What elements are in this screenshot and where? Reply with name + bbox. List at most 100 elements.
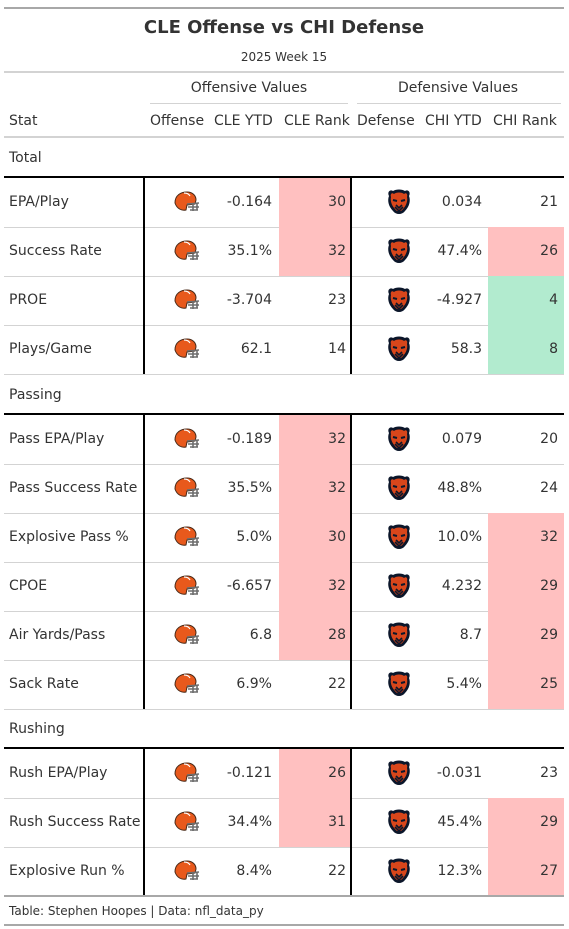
cle-ytd-value: -3.704 — [226, 292, 272, 308]
browns-helmet-icon — [174, 811, 200, 831]
table-subtitle: 2025 Week 15 — [240, 50, 328, 64]
cle-ytd-value: 35.5% — [227, 480, 272, 496]
bears-logo-icon — [388, 671, 410, 696]
bears-logo-icon — [388, 760, 410, 785]
group-divider-left — [143, 413, 145, 709]
bears-logo-icon — [388, 524, 410, 549]
chi-rank-value: 23 — [540, 765, 558, 781]
cle-rank-highlight — [279, 611, 351, 660]
defense-logo — [386, 237, 412, 269]
cle-rank-value: 26 — [328, 765, 346, 781]
chi-ytd-value: 12.3% — [437, 863, 482, 879]
stat-label: Rush Success Rate — [9, 814, 141, 830]
chi-rank-value: 24 — [540, 480, 558, 496]
group-header-total: Total — [9, 150, 42, 166]
offense-logo — [172, 476, 200, 504]
cle-rank-value: 22 — [328, 863, 346, 879]
bears-logo-icon — [388, 622, 410, 647]
cle-ytd-value: 62.1 — [240, 341, 272, 357]
stat-label: PROE — [9, 292, 48, 308]
chi-rank-value: 29 — [540, 627, 558, 643]
chi-rank-value: 27 — [540, 863, 558, 879]
stat-label: Sack Rate — [9, 676, 79, 692]
col-header-defense: Defense — [357, 113, 415, 129]
cle-ytd-value: -0.121 — [226, 765, 272, 781]
defense-logo — [386, 670, 412, 702]
chi-ytd-value: 10.0% — [437, 529, 482, 545]
table-row: Air Yards/Pass 6.8 28 8.7 29 — [4, 611, 564, 661]
chi-ytd-value: -0.031 — [436, 765, 482, 781]
defense-logo — [386, 425, 412, 457]
cle-rank-highlight — [279, 513, 351, 562]
stat-label: Rush EPA/Play — [9, 765, 108, 781]
group-divider-right — [350, 413, 352, 709]
table-row: Rush EPA/Play -0.121 26 -0.031 23 — [4, 749, 564, 799]
chi-ytd-value: 45.4% — [437, 814, 482, 830]
offense-logo — [172, 810, 200, 838]
spanner-defensive-values: Defensive Values — [397, 80, 519, 96]
col-header-cle-rank: CLE Rank — [284, 113, 350, 129]
table-row: Rush Success Rate 34.4% 31 45.4% 29 — [4, 798, 564, 848]
group-header-passing: Passing — [9, 387, 62, 403]
table-row: Sack Rate 6.9% 22 5.4% 25 — [4, 660, 564, 710]
browns-helmet-icon — [174, 428, 200, 448]
table-row: PROE -3.704 23 -4.927 4 — [4, 276, 564, 326]
bears-logo-icon — [388, 238, 410, 263]
cle-rank-value: 22 — [328, 676, 346, 692]
stat-label: Pass Success Rate — [9, 480, 138, 496]
cle-rank-value: 28 — [328, 627, 346, 643]
stat-label: Explosive Run % — [9, 863, 125, 879]
cle-rank-highlight — [279, 798, 351, 847]
chi-rank-highlight — [488, 227, 564, 276]
cle-rank-value: 32 — [328, 431, 346, 447]
spanner-offensive-values: Offensive Values — [190, 80, 308, 96]
defense-logo — [386, 335, 412, 367]
bears-logo-icon — [388, 573, 410, 598]
table-row: Success Rate 35.1% 32 47.4% 26 — [4, 227, 564, 277]
chi-rank-highlight — [488, 513, 564, 562]
offense-logo — [172, 239, 200, 267]
offense-logo — [172, 761, 200, 789]
defense-logo — [386, 759, 412, 791]
offense-logo — [172, 859, 200, 887]
chi-rank-highlight — [488, 325, 564, 374]
stat-label: CPOE — [9, 578, 48, 594]
chi-ytd-value: 48.8% — [437, 480, 482, 496]
table-row: Explosive Run % 8.4% 22 12.3% 27 — [4, 847, 564, 897]
col-header-cle-ytd: CLE YTD — [214, 113, 273, 129]
browns-helmet-icon — [174, 526, 200, 546]
top-rule — [4, 7, 564, 9]
stat-label: Explosive Pass % — [9, 529, 129, 545]
defense-logo — [386, 808, 412, 840]
bears-logo-icon — [388, 287, 410, 312]
table-row: CPOE -6.657 32 4.232 29 — [4, 562, 564, 612]
bears-logo-icon — [388, 336, 410, 361]
table-source-note: Table: Stephen Hoopes | Data: nfl_data_p… — [9, 904, 264, 918]
stat-label: EPA/Play — [9, 194, 69, 210]
browns-helmet-icon — [174, 240, 200, 260]
offense-logo — [172, 190, 200, 218]
group-divider-left — [143, 747, 145, 896]
cle-ytd-value: 8.4% — [236, 863, 272, 879]
bears-logo-icon — [388, 426, 410, 451]
defense-logo — [386, 188, 412, 220]
cle-rank-highlight — [279, 178, 351, 227]
cle-ytd-value: 6.8 — [249, 627, 272, 643]
chi-rank-highlight — [488, 562, 564, 611]
group-top-rule — [4, 176, 564, 178]
stat-label: Success Rate — [9, 243, 102, 259]
group-divider-right — [350, 176, 352, 374]
cle-ytd-value: -6.657 — [226, 578, 272, 594]
spanner-defensive-line — [357, 103, 561, 104]
bottom-rule — [4, 895, 564, 897]
spanner-offensive-line — [150, 103, 348, 104]
defense-logo — [386, 474, 412, 506]
defense-logo — [386, 286, 412, 318]
chi-rank-value: 4 — [549, 292, 558, 308]
bears-logo-icon — [388, 189, 410, 214]
group-top-rule — [4, 413, 564, 415]
offense-logo — [172, 623, 200, 651]
cle-ytd-value: 5.0% — [236, 529, 272, 545]
chi-rank-value: 20 — [540, 431, 558, 447]
chi-rank-highlight — [488, 276, 564, 325]
